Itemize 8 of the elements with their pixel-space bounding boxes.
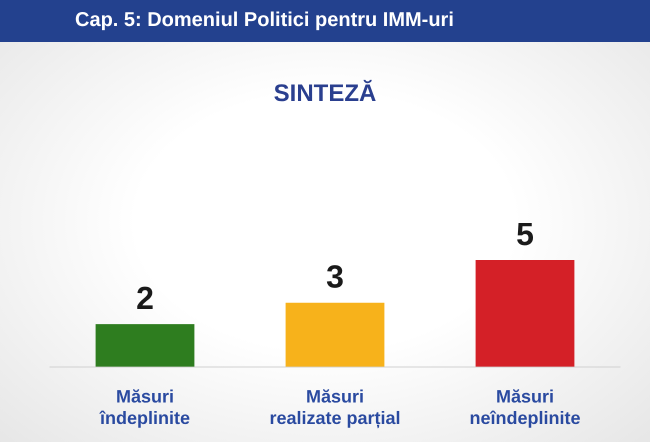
data-label: 2 <box>136 280 154 316</box>
chart-subtitle: SINTEZĂ <box>272 80 378 108</box>
data-label: 5 <box>516 216 534 252</box>
data-label: 3 <box>326 258 344 295</box>
chart-title: Cap. 5: Domeniul Politici pentru IMM-uri <box>75 9 454 32</box>
x-tick-label: Măsuri realizate parțial <box>269 386 401 430</box>
x-tick-label: Măsuri neîndeplinite <box>469 386 581 428</box>
x-tick-label: Măsuri îndeplinite <box>99 386 190 428</box>
